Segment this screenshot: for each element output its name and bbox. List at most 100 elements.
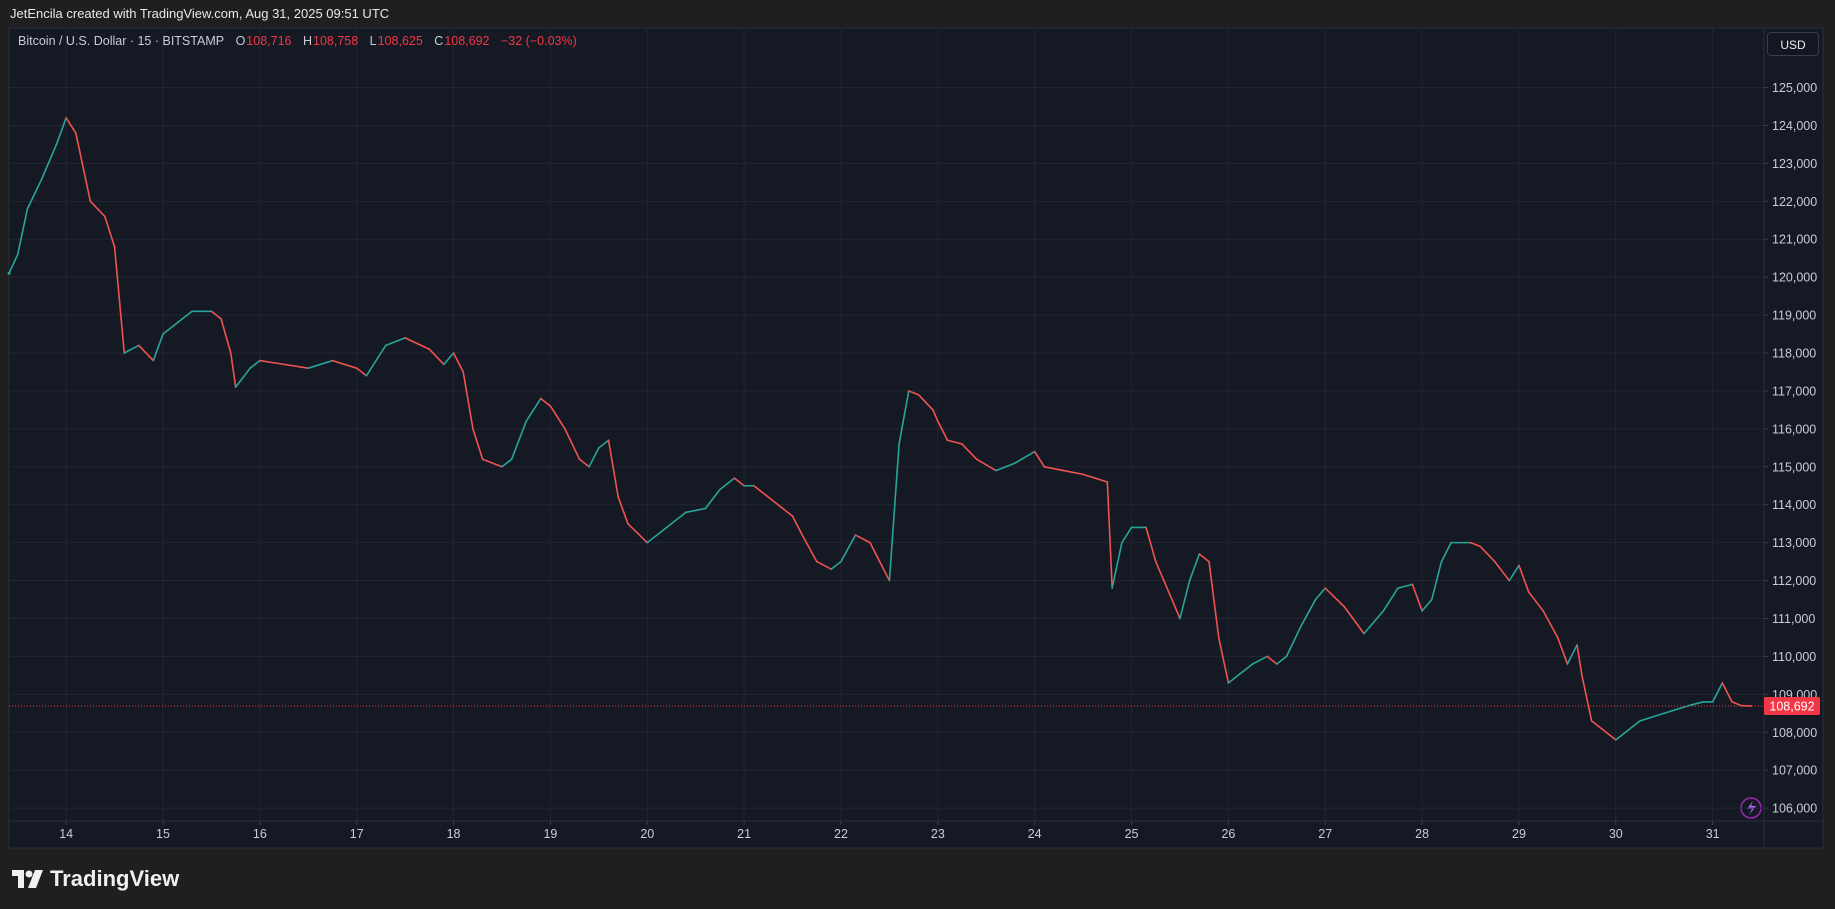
price-segment <box>1590 720 1607 734</box>
x-tick-label: 18 <box>447 827 461 841</box>
price-segment <box>767 496 794 517</box>
price-segment <box>1527 591 1544 612</box>
price-segment <box>719 477 736 491</box>
close-key: C <box>434 34 444 48</box>
price-segment <box>1111 541 1123 589</box>
price-segment <box>152 333 164 362</box>
price-segment <box>588 447 600 468</box>
price-segment <box>1082 473 1109 483</box>
price-segment <box>65 117 77 134</box>
symbol: Bitcoin / U.S. Dollar · 15 · BITSTAMP <box>18 34 225 48</box>
logo: TradingView <box>12 866 179 892</box>
price-segment <box>26 177 43 210</box>
price-segment <box>283 363 310 369</box>
price-segment <box>898 390 910 445</box>
y-tick-label: 122,000 <box>1772 195 1817 209</box>
price-segment <box>1542 610 1559 639</box>
price-segment <box>510 420 528 461</box>
low-key: L <box>369 34 377 48</box>
price-segment <box>1493 560 1511 582</box>
price-segment <box>1624 720 1641 734</box>
price-segment <box>1576 644 1583 677</box>
price-segment <box>646 526 668 544</box>
price-segment <box>1581 674 1593 722</box>
price-segment <box>1556 636 1569 665</box>
low-value: 108,625 <box>377 34 423 48</box>
price-segment <box>733 477 745 487</box>
open-key: O <box>235 34 246 48</box>
price-segment <box>1043 465 1065 472</box>
price-segment <box>472 428 484 461</box>
high-key: H <box>302 34 312 48</box>
price-segment <box>1731 701 1743 707</box>
price-segment <box>176 310 193 324</box>
price-segment <box>220 318 232 354</box>
price-segment <box>89 200 106 218</box>
price-segment <box>1169 594 1181 620</box>
price-segment <box>564 428 581 461</box>
price-segment <box>1106 481 1113 589</box>
x-tick-label: 24 <box>1028 827 1042 841</box>
price-segment <box>815 560 833 570</box>
price-segment <box>384 337 406 347</box>
price-segment <box>16 208 29 256</box>
x-tick-label: 27 <box>1318 827 1332 841</box>
price-segment <box>1430 560 1443 601</box>
price-segment <box>1363 610 1385 635</box>
y-tick-label: 118,000 <box>1772 347 1816 361</box>
price-segment <box>995 462 1017 472</box>
y-tick-label: 116,000 <box>1772 422 1816 436</box>
x-tick-label: 26 <box>1221 827 1235 841</box>
price-segment <box>1721 682 1733 703</box>
y-tick-label: 113,000 <box>1772 536 1816 550</box>
y-tick-label: 107,000 <box>1772 764 1817 778</box>
y-tick-label: 119,000 <box>1772 309 1816 323</box>
price-segment <box>452 352 465 373</box>
price-segment <box>539 397 552 407</box>
y-tick-label: 117,000 <box>1772 384 1816 398</box>
price-segment <box>685 507 707 514</box>
price-segment <box>975 458 997 472</box>
x-tick-label: 17 <box>350 827 364 841</box>
price-segment <box>1469 541 1482 548</box>
price-segment <box>1251 655 1268 665</box>
price-segment <box>1266 655 1278 665</box>
x-tick-label: 20 <box>640 827 654 841</box>
price-segment <box>1605 731 1617 741</box>
price-segment <box>1198 553 1210 563</box>
price-segment <box>1324 587 1346 608</box>
price-segment <box>307 359 334 369</box>
price-segment <box>878 560 891 582</box>
currency-button[interactable]: USD <box>1767 32 1819 56</box>
price-segment <box>753 484 770 498</box>
price-segment <box>1518 564 1530 593</box>
x-tick-label: 19 <box>543 827 557 841</box>
price-segment <box>1663 704 1690 715</box>
price-segment <box>1188 553 1201 582</box>
price-segment <box>1014 450 1036 464</box>
price-segment <box>937 420 949 442</box>
y-tick-label: 110,000 <box>1772 650 1816 664</box>
x-tick-label: 31 <box>1706 827 1720 841</box>
price-segment <box>961 443 978 461</box>
price-segment <box>704 488 721 510</box>
price-segment <box>1285 625 1302 658</box>
y-tick-label: 125,000 <box>1772 81 1817 95</box>
price-segment <box>55 117 67 146</box>
price-segment <box>1382 587 1399 612</box>
x-tick-label: 14 <box>59 827 73 841</box>
price-segment <box>869 541 881 563</box>
price-segment <box>1687 701 1704 707</box>
price-segment <box>229 352 237 388</box>
price-segment <box>104 215 116 248</box>
logo-icon <box>12 870 43 888</box>
price-segment <box>1237 663 1254 677</box>
y-tick-label: 123,000 <box>1772 157 1817 171</box>
price-segment <box>404 337 431 351</box>
price-segment <box>854 534 871 544</box>
price-segment <box>1314 587 1327 601</box>
x-tick-label: 28 <box>1415 827 1429 841</box>
price-segment <box>428 348 445 366</box>
price-segment <box>627 522 649 544</box>
price-segment <box>1440 541 1452 563</box>
